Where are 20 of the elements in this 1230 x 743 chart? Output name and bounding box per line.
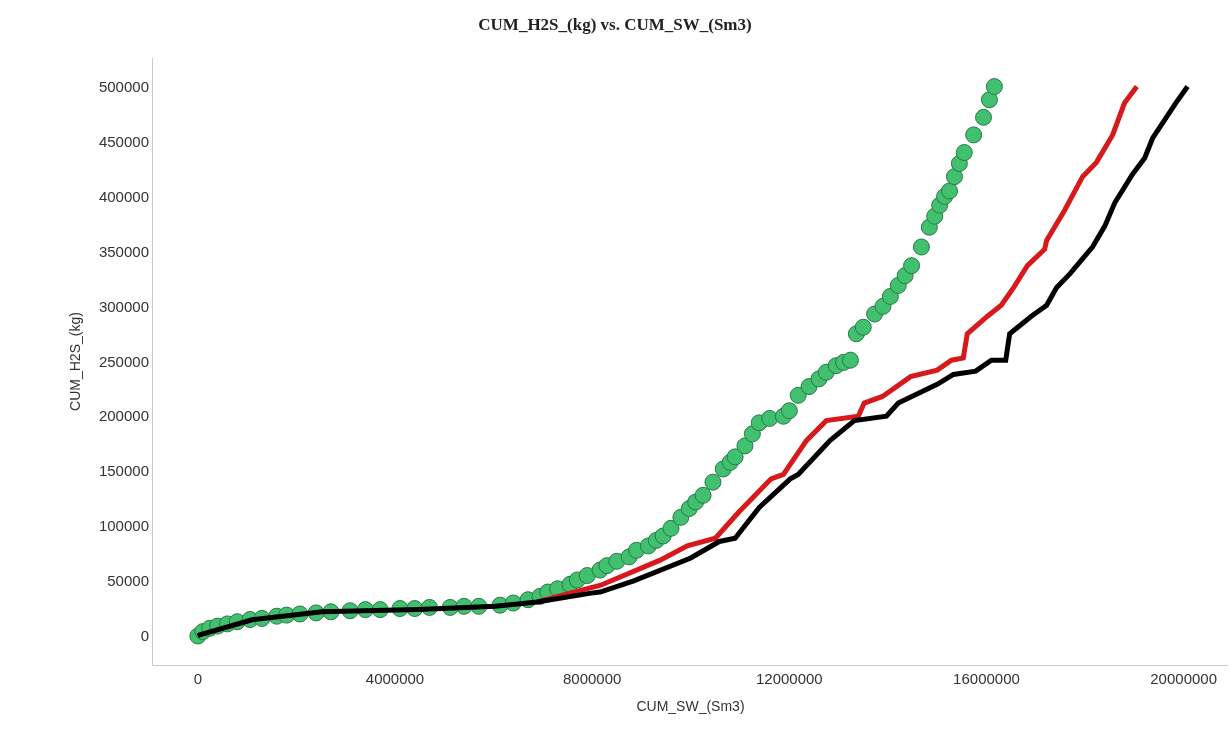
x-tick-label: 0 (193, 670, 203, 687)
x-axis-title: CUM_SW_(Sm3) (636, 698, 745, 715)
y-tick-label: 300000 (98, 297, 149, 315)
y-tick-label: 500000 (98, 77, 149, 95)
x-tick-label: 16000000 (953, 670, 1020, 687)
chart-title: CUM_H2S_(kg) vs. CUM_SW_(Sm3) (478, 15, 752, 35)
y-tick-label: 100000 (98, 517, 149, 535)
y-axis-title: CUM_H2S_(kg) (66, 312, 83, 411)
y-tick-label: 400000 (98, 187, 149, 205)
x-tick-label: 8000000 (562, 670, 622, 687)
y-tick-label: 450000 (98, 132, 149, 150)
x-tick-label: 12000000 (755, 670, 823, 687)
y-tick-label: 250000 (98, 352, 149, 370)
x-tick-label: 20000000 (1150, 670, 1218, 687)
y-tick-label: 0 (140, 627, 149, 645)
y-tick-label: 150000 (98, 462, 149, 480)
y-tick-label: 200000 (98, 407, 149, 425)
x-tick-label: 4000000 (365, 670, 425, 687)
y-tick-label: 350000 (98, 242, 149, 260)
y-tick-label: 50000 (107, 572, 149, 590)
